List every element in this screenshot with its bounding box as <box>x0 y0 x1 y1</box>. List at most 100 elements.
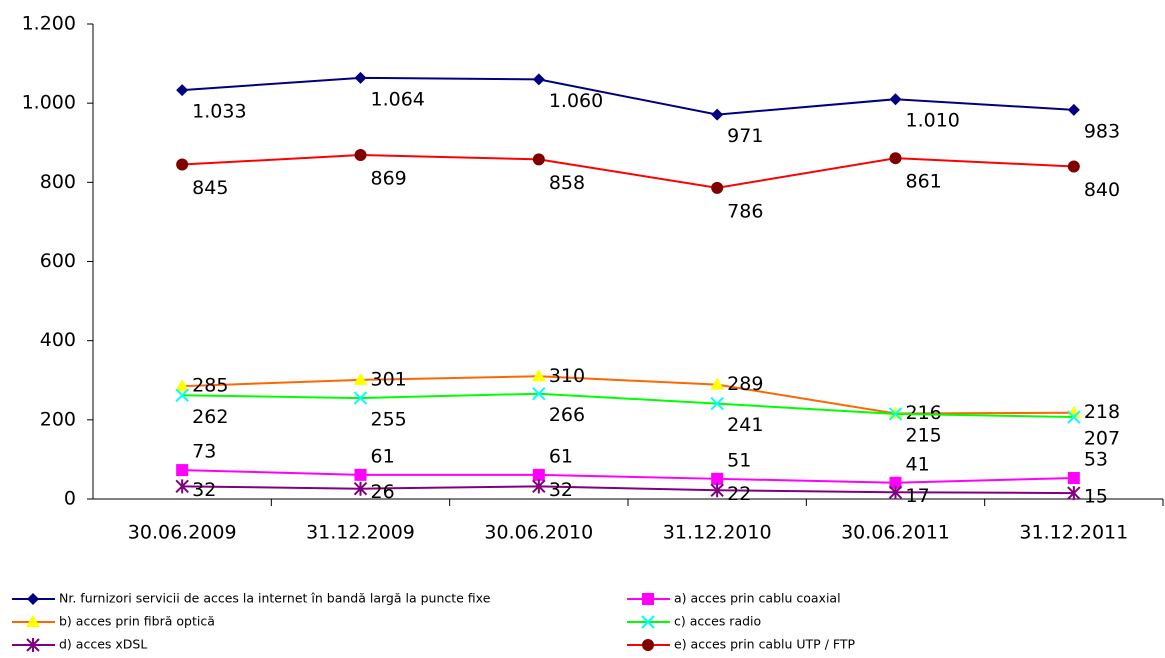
data-label: 310 <box>549 365 585 387</box>
marker <box>888 407 903 421</box>
legend-label: b) acces prin fibră optică <box>59 614 215 629</box>
data-label: 983 <box>1084 120 1120 142</box>
data-label: 861 <box>906 171 942 193</box>
data-label: 26 <box>371 481 395 503</box>
marker <box>354 468 367 481</box>
x-tick-label: 30.06.2009 <box>128 522 237 544</box>
x-tick-label: 31.12.2010 <box>663 522 772 544</box>
data-label: 215 <box>906 424 942 446</box>
data-label: 216 <box>906 402 942 424</box>
marker <box>354 71 367 84</box>
marker <box>1067 472 1080 485</box>
data-label: 53 <box>1084 449 1108 471</box>
data-label: 51 <box>727 449 751 471</box>
x-tick-label: 31.12.2011 <box>1019 522 1128 544</box>
data-label: 1.064 <box>371 88 425 110</box>
marker <box>353 481 368 496</box>
y-tick-label: 400 <box>40 329 76 351</box>
marker <box>176 158 189 171</box>
data-label: 15 <box>1084 486 1108 508</box>
marker <box>27 593 39 605</box>
legend-label: c) acces radio <box>674 614 761 629</box>
y-tick-label: 200 <box>40 408 76 430</box>
series-line <box>182 485 1074 495</box>
legend-label: d) acces xDSL <box>59 637 147 652</box>
series-line <box>182 469 1074 484</box>
legend-label: a) acces prin cablu coaxial <box>674 591 841 606</box>
data-label: 289 <box>727 373 763 395</box>
data-label: 241 <box>727 414 763 436</box>
data-label: 61 <box>549 445 573 467</box>
marker <box>889 152 902 165</box>
marker <box>532 153 545 166</box>
marker <box>711 472 724 485</box>
data-label: 786 <box>727 200 763 222</box>
marker <box>711 181 724 194</box>
marker <box>1067 486 1081 501</box>
marker <box>1067 103 1080 116</box>
marker <box>353 391 368 405</box>
marker <box>175 388 189 402</box>
data-label: 869 <box>371 168 407 190</box>
series-line <box>182 375 1074 415</box>
data-label: 22 <box>727 483 751 505</box>
marker <box>176 84 189 97</box>
legend-label: e) acces prin cablu UTP / FTP <box>674 637 855 652</box>
data-label: 971 <box>727 125 763 147</box>
data-label: 17 <box>906 485 930 507</box>
data-label: 840 <box>1084 179 1120 201</box>
marker <box>889 93 902 106</box>
marker <box>26 615 40 627</box>
marker <box>888 485 903 500</box>
data-label: 255 <box>371 409 407 431</box>
marker <box>710 396 724 411</box>
y-tick-label: 600 <box>40 250 76 272</box>
marker <box>531 369 546 382</box>
x-tick-label: 30.06.2011 <box>841 522 950 544</box>
y-tick-label: 800 <box>40 171 76 193</box>
series-line <box>182 392 1074 419</box>
marker <box>642 593 654 605</box>
marker <box>353 372 368 385</box>
data-label: 32 <box>549 479 573 501</box>
marker <box>175 379 190 392</box>
legend-label: Nr. furnizori servicii de acces la inter… <box>59 591 491 606</box>
marker <box>354 149 367 162</box>
data-label: 1.010 <box>906 110 960 132</box>
marker <box>532 387 546 401</box>
data-label: 73 <box>192 441 216 463</box>
x-tick-label: 30.06.2010 <box>484 522 593 544</box>
marker <box>532 468 545 481</box>
y-tick-label: 1.200 <box>22 13 76 35</box>
y-tick-label: 1.000 <box>22 92 76 114</box>
marker <box>532 479 546 494</box>
x-tick-label: 31.12.2009 <box>306 522 415 544</box>
marker <box>889 476 902 489</box>
marker <box>175 479 189 494</box>
data-label: 41 <box>906 453 930 475</box>
marker <box>532 73 545 86</box>
marker <box>710 377 725 390</box>
data-label: 207 <box>1084 428 1120 450</box>
data-label: 1.060 <box>549 90 603 112</box>
marker <box>1067 410 1081 424</box>
y-tick-label: 0 <box>64 488 76 510</box>
marker <box>642 639 654 651</box>
marker <box>1067 160 1080 173</box>
data-label: 218 <box>1084 401 1120 423</box>
series-line <box>182 76 1074 116</box>
data-label: 266 <box>549 404 585 426</box>
data-label: 285 <box>192 375 228 397</box>
data-label: 262 <box>192 406 228 428</box>
series-line <box>182 154 1074 189</box>
marker <box>26 638 40 652</box>
marker <box>176 464 189 477</box>
data-label: 301 <box>371 368 407 390</box>
data-label: 32 <box>192 479 216 501</box>
marker <box>710 483 724 498</box>
data-label: 858 <box>549 172 585 194</box>
data-label: 845 <box>192 177 228 199</box>
data-label: 1.033 <box>192 101 246 123</box>
data-label: 61 <box>371 445 395 467</box>
